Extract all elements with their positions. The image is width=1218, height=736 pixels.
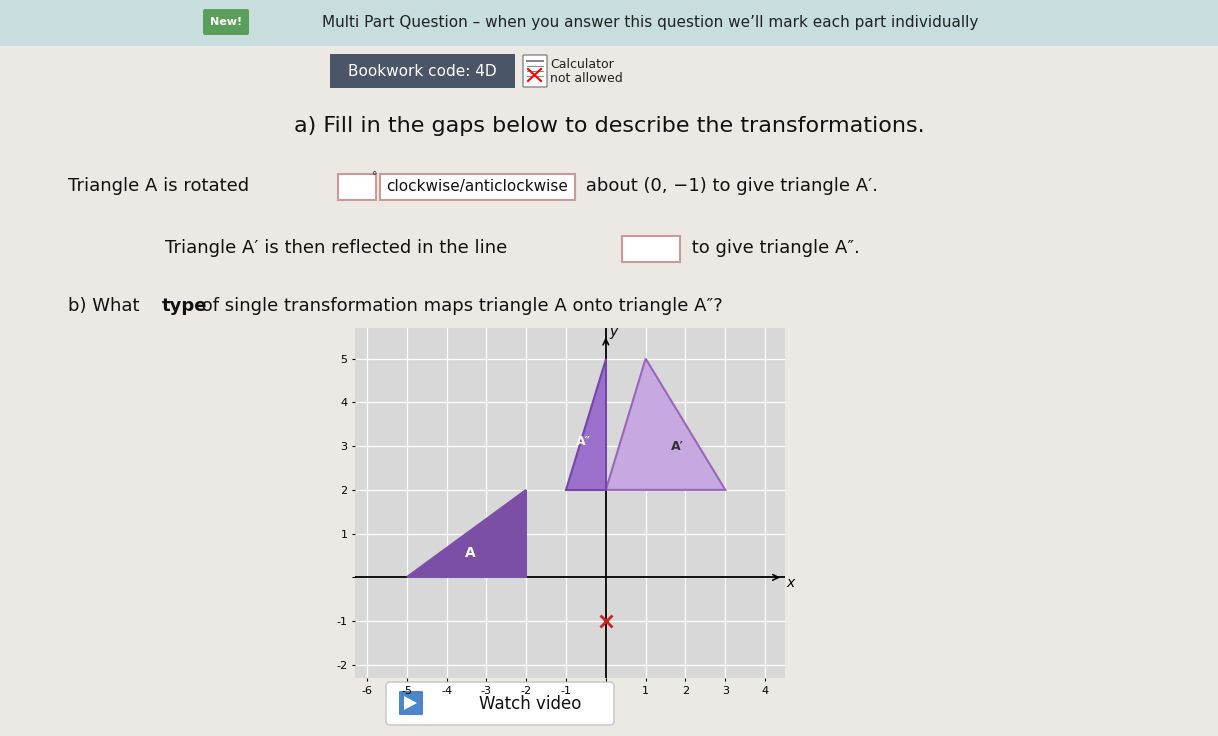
Bar	[330, 54, 515, 88]
FancyBboxPatch shape	[523, 55, 547, 87]
Text: of single transformation maps triangle A onto triangle A″?: of single transformation maps triangle A…	[196, 297, 722, 315]
Text: about (0, −1) to give triangle A′.: about (0, −1) to give triangle A′.	[580, 177, 878, 195]
Text: type: type	[162, 297, 207, 315]
Bar	[0, 0, 1218, 46]
Text: Calculator: Calculator	[551, 57, 614, 71]
FancyBboxPatch shape	[400, 691, 423, 715]
Text: x: x	[787, 576, 795, 590]
Bar	[380, 174, 575, 200]
Text: b) What: b) What	[68, 297, 145, 315]
Text: not allowed: not allowed	[551, 71, 622, 85]
Text: Triangle A is rotated: Triangle A is rotated	[68, 177, 250, 195]
Text: y: y	[609, 325, 618, 339]
Polygon shape	[566, 358, 605, 490]
Text: clockwise/anticlockwise: clockwise/anticlockwise	[386, 179, 568, 194]
Text: New!: New!	[209, 17, 242, 27]
Polygon shape	[404, 696, 417, 710]
Text: Multi Part Question – when you answer this question we’ll mark each part individ: Multi Part Question – when you answer th…	[322, 15, 978, 29]
Bar	[339, 174, 376, 200]
Text: A′: A′	[671, 439, 685, 453]
Text: A″: A″	[576, 435, 592, 448]
Text: to give triangle A″.: to give triangle A″.	[686, 239, 860, 257]
Text: a) Fill in the gaps below to describe the transformations.: a) Fill in the gaps below to describe th…	[294, 116, 924, 136]
Text: Watch video: Watch video	[479, 695, 581, 713]
FancyBboxPatch shape	[386, 682, 614, 725]
Text: A: A	[465, 546, 476, 560]
Bar	[622, 236, 680, 262]
Text: °: °	[373, 171, 378, 181]
Text: Triangle A′ is then reflected in the line: Triangle A′ is then reflected in the lin…	[164, 239, 507, 257]
Polygon shape	[605, 358, 725, 490]
FancyBboxPatch shape	[203, 9, 248, 35]
Polygon shape	[407, 490, 526, 577]
Text: Bookwork code: 4D: Bookwork code: 4D	[347, 63, 496, 79]
